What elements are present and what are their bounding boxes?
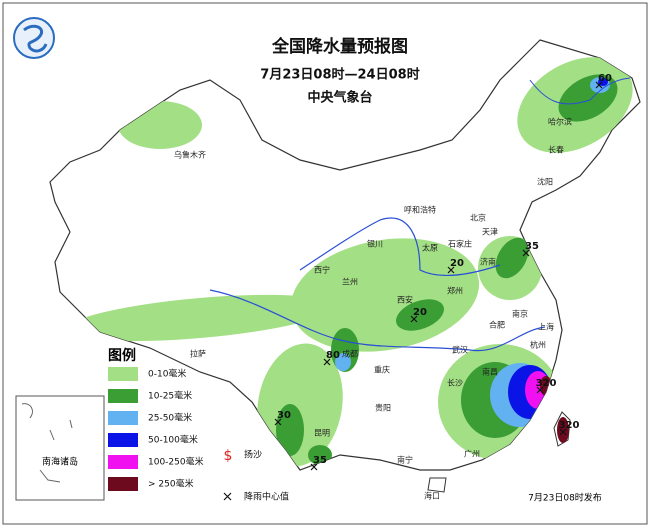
issuer: 中央气象台 bbox=[307, 90, 372, 106]
city-label: 武汉 bbox=[452, 345, 468, 355]
city-label: 银川 bbox=[367, 239, 383, 249]
rain-area bbox=[276, 404, 304, 456]
city-label: 昆明 bbox=[314, 429, 330, 438]
rain-area bbox=[396, 299, 444, 331]
hainan bbox=[427, 477, 447, 493]
city-label: 沈阳 bbox=[537, 177, 553, 187]
city-label: 长沙 bbox=[447, 378, 463, 388]
cross-symbol bbox=[223, 492, 232, 501]
legend-label: 100-250毫米 bbox=[148, 456, 204, 468]
city-label: 太原 bbox=[422, 243, 438, 253]
rain-center-value: 20 bbox=[413, 307, 427, 318]
legend-swatch bbox=[108, 455, 138, 469]
rain-center-value: 35 bbox=[525, 241, 539, 252]
legend-label: 50-100毫米 bbox=[148, 434, 198, 446]
city-label: 杭州 bbox=[530, 340, 546, 350]
legend-swatch bbox=[108, 477, 138, 491]
city-label: 南京 bbox=[512, 309, 528, 319]
legend-symbol-label: 降雨中心值 bbox=[244, 491, 289, 503]
yellow-river bbox=[299, 217, 501, 277]
rain-centers: 60 35 20 20 80 30 35 320 320 bbox=[274, 73, 612, 471]
city-label: 兰州 bbox=[342, 277, 358, 287]
rain-center-value: 80 bbox=[326, 350, 340, 361]
city-label: 石家庄 bbox=[448, 239, 472, 249]
songhua-river bbox=[529, 77, 631, 105]
city-label: 广州 bbox=[464, 449, 480, 459]
rain-center-marker bbox=[447, 266, 455, 274]
rain-area bbox=[335, 353, 351, 371]
sand-symbol: $ bbox=[224, 448, 233, 464]
city-label: 呼和浩特 bbox=[404, 205, 436, 215]
city-label: 济南 bbox=[480, 257, 496, 267]
legend-label: 0-10毫米 bbox=[148, 368, 186, 380]
rain-center-value: 60 bbox=[598, 73, 612, 84]
logo-swirl bbox=[23, 24, 48, 53]
rain-center-marker bbox=[559, 428, 567, 436]
rain-center-marker bbox=[595, 81, 603, 89]
footer: 7月23日08时发布 bbox=[528, 492, 602, 504]
taiwan-rain bbox=[557, 417, 569, 443]
legend-title: 图例 bbox=[108, 347, 136, 364]
city-label: 郑州 bbox=[447, 286, 463, 296]
city-label: 南宁 bbox=[397, 455, 413, 465]
legend-label: > 250毫米 bbox=[148, 478, 194, 490]
subtitle: 7月23日08时—24日08时 bbox=[260, 67, 419, 83]
yangtze-river bbox=[209, 289, 546, 352]
legend-label: 25-50毫米 bbox=[148, 412, 192, 424]
legend-symbol-label: 扬沙 bbox=[244, 449, 262, 461]
city-label: 重庆 bbox=[374, 365, 390, 375]
legend-swatch bbox=[108, 433, 138, 447]
rain-area bbox=[557, 417, 569, 443]
rain-center-marker bbox=[536, 386, 544, 394]
rain-center-value: 320 bbox=[536, 378, 557, 389]
city-label: 天津 bbox=[482, 227, 498, 237]
rain-center-value: 30 bbox=[277, 410, 291, 421]
logo bbox=[13, 17, 55, 59]
rain-center-marker bbox=[310, 463, 318, 471]
city-label: 哈尔滨 bbox=[548, 117, 572, 127]
city-label: 拉萨 bbox=[190, 349, 206, 359]
rain-center-marker bbox=[274, 418, 282, 426]
rain-center-value: 20 bbox=[450, 258, 464, 269]
city-label: 乌鲁木齐 bbox=[174, 150, 206, 160]
rain-area bbox=[308, 445, 332, 465]
city-label: 合肥 bbox=[489, 320, 505, 330]
legend: 0-10毫米 10-25毫米 25-50毫米 50-100毫米 100-250毫米 > 2… bbox=[108, 367, 289, 503]
legend-swatch bbox=[108, 367, 138, 381]
city-label: 西安 bbox=[397, 295, 413, 305]
city-label: 贵阳 bbox=[375, 403, 391, 413]
rain-area bbox=[495, 237, 529, 279]
city-label: 南昌 bbox=[482, 367, 498, 377]
rain-areas bbox=[65, 57, 633, 467]
rain-center-marker bbox=[522, 249, 530, 257]
city-label: 西宁 bbox=[314, 265, 330, 275]
rain-center-marker bbox=[323, 358, 331, 366]
city-label: 上海 bbox=[538, 322, 554, 332]
rain-center-value: 320 bbox=[559, 420, 580, 431]
city-label: 北京 bbox=[470, 213, 486, 223]
rain-center-value: 35 bbox=[313, 455, 327, 466]
rain-center-marker bbox=[410, 315, 418, 323]
rain-area bbox=[65, 294, 335, 342]
title: 全国降水量预报图 bbox=[271, 36, 408, 57]
inset-box bbox=[15, 395, 105, 501]
legend-swatch bbox=[108, 389, 138, 403]
inset-islands bbox=[21, 403, 73, 483]
inset-label: 南海诸岛 bbox=[42, 456, 78, 468]
city-label: 海口 bbox=[424, 491, 440, 501]
city-label: 长春 bbox=[548, 145, 564, 155]
legend-swatch bbox=[108, 411, 138, 425]
city-label: 成都 bbox=[342, 349, 358, 359]
legend-label: 10-25毫米 bbox=[148, 390, 192, 402]
